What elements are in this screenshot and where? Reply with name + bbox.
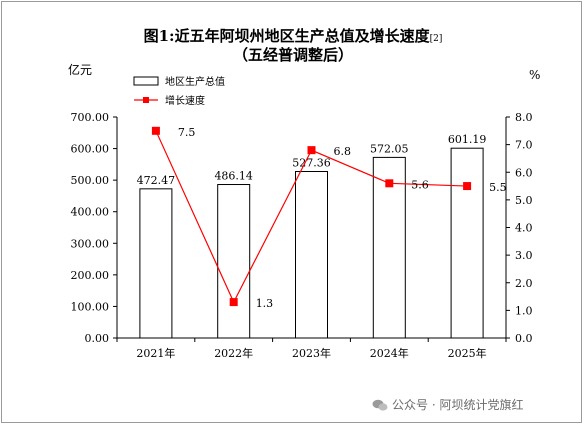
right-tick-label: 7.0 (515, 139, 533, 152)
growth-value-label: 5.5 (489, 181, 507, 194)
axes: 0.00 100.00 200.00 300.00 400.00 500.00 600.00… (71, 111, 533, 360)
left-tick-label: 100.00 (71, 300, 110, 313)
right-tick-label: 8.0 (515, 111, 533, 124)
right-tick-label: 1.0 (515, 304, 533, 317)
chart-svg: 图1:近五年阿坝州地区生产总值及增长速度[2] （五经普调整后） 亿元 % 地区… (68, 27, 540, 360)
watermark-text: 公众号 · 阿坝统计党旗红 (392, 398, 524, 412)
legend-line-marker (143, 97, 149, 103)
right-tick-label: 3.0 (515, 249, 533, 262)
legend: 地区生产总值 增长速度 (133, 75, 225, 107)
growth-value-label: 5.6 (411, 178, 429, 191)
left-tick-label: 300.00 (71, 237, 110, 250)
bar-value-label: 572.05 (370, 142, 409, 155)
x-tick-label: 2024年 (370, 346, 409, 360)
growth-point (385, 179, 394, 188)
legend-bar-label: 地区生产总值 (165, 75, 225, 88)
bar-value-label: 527.36 (292, 157, 331, 170)
right-axis-unit: % (529, 68, 540, 82)
right-tick-label: 0.0 (515, 332, 533, 345)
bar-value-label: 486.14 (214, 170, 253, 183)
left-tick-label: 700.00 (71, 111, 110, 124)
left-tick-label: 500.00 (71, 174, 110, 187)
x-tick-label: 2021年 (136, 346, 175, 360)
bar (372, 156, 406, 339)
growth-point (463, 182, 472, 191)
chart-frame: 图1:近五年阿坝州地区生产总值及增长速度[2] （五经普调整后） 亿元 % 地区… (1, 1, 582, 423)
growth-line: 7.5 1.3 6.8 5.6 5.5 (151, 126, 507, 310)
right-tick-label: 6.0 (515, 166, 533, 179)
bar-value-label: 601.19 (448, 133, 487, 146)
growth-point (229, 298, 238, 307)
right-tick-label: 5.0 (515, 194, 533, 207)
chart-title: 图1:近五年阿坝州地区生产总值及增长速度[2] (144, 27, 443, 45)
x-tick-label: 2023年 (292, 346, 331, 360)
left-tick-label: 200.00 (71, 269, 110, 282)
legend-line-label: 增长速度 (165, 94, 205, 107)
bar (139, 188, 173, 339)
bars: 472.47 486.14 527.36 572.05 601.19 (137, 133, 487, 339)
left-tick-label: 0.00 (85, 332, 110, 345)
growth-point (307, 146, 316, 155)
legend-bar-swatch (133, 76, 159, 86)
x-tick-label: 2025年 (448, 346, 487, 360)
growth-point (151, 126, 160, 135)
growth-value-label: 6.8 (334, 145, 352, 158)
bar-value-label: 472.47 (137, 174, 176, 187)
right-tick-label: 2.0 (515, 277, 533, 290)
wechat-icon (372, 399, 388, 411)
bar (295, 171, 328, 339)
watermark: 公众号 · 阿坝统计党旗红 (372, 396, 523, 413)
left-axis-unit: 亿元 (68, 62, 92, 77)
growth-value-label: 1.3 (256, 297, 274, 310)
right-tick-label: 4.0 (515, 222, 533, 235)
x-tick-label: 2022年 (214, 346, 253, 360)
left-tick-label: 600.00 (71, 143, 110, 156)
bar (450, 147, 484, 339)
bar (217, 184, 251, 339)
left-tick-label: 400.00 (71, 206, 110, 219)
chart-subtitle: （五经普调整后） (233, 46, 353, 64)
growth-value-label: 7.5 (178, 126, 196, 139)
